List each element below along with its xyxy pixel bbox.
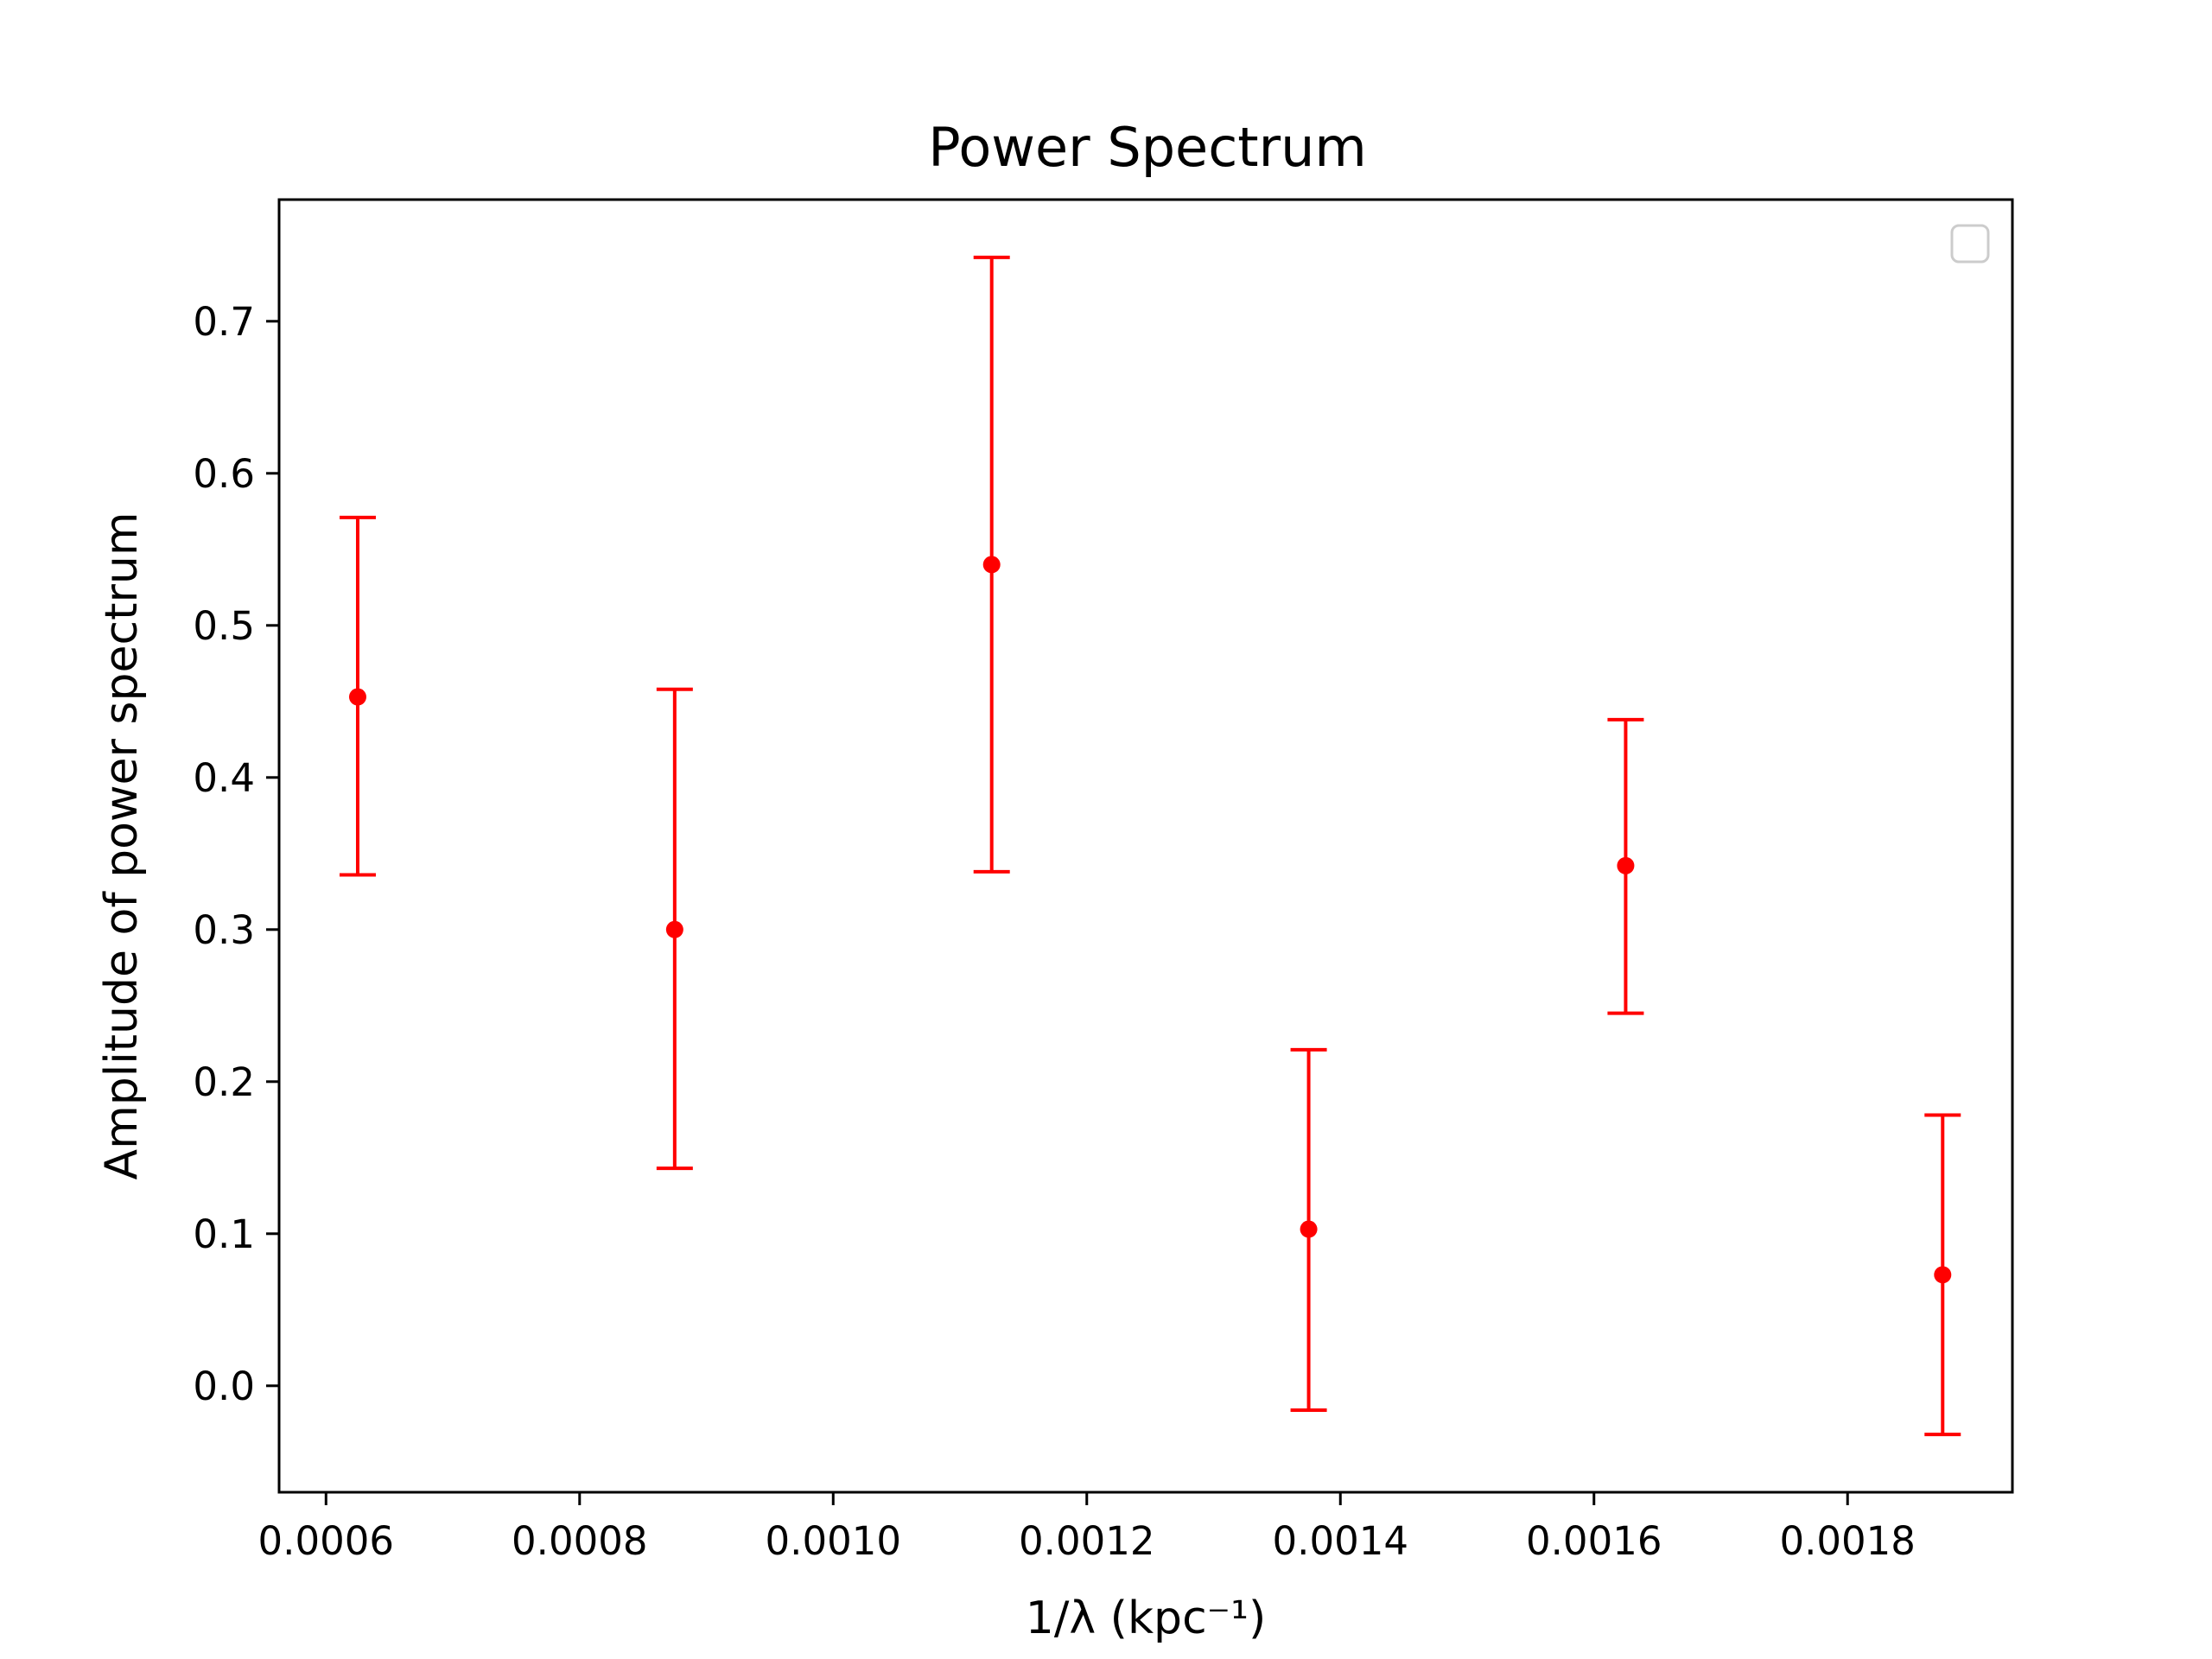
y-tick-label: 0.6 xyxy=(193,451,255,497)
data-point xyxy=(982,556,1001,574)
x-axis-ticks: 0.0006 0.0008 0.0010 0.0012 0.0014 0.0016 0.00… xyxy=(258,1492,1916,1564)
x-tick-label: 0.0006 xyxy=(258,1518,394,1564)
x-axis-label: 1/λ (kpc⁻¹) xyxy=(1026,1592,1266,1644)
empty-legend-box xyxy=(1950,224,1990,264)
y-tick-label: 0.1 xyxy=(193,1211,255,1257)
x-tick-label: 0.0012 xyxy=(1019,1518,1154,1564)
x-tick-label: 0.0010 xyxy=(766,1518,901,1564)
chart-title: Power Spectrum xyxy=(928,116,1367,179)
y-axis-label: Amplitude of power spectrum xyxy=(96,512,148,1180)
x-tick-label: 0.0016 xyxy=(1526,1518,1662,1564)
y-tick-label: 0.2 xyxy=(193,1059,255,1105)
y-tick-label: 0.4 xyxy=(193,755,255,801)
y-tick-label: 0.7 xyxy=(193,299,255,345)
y-tick-label: 0.0 xyxy=(193,1363,255,1409)
y-tick-label: 0.3 xyxy=(193,907,255,953)
error-bar-series xyxy=(339,255,1961,1437)
x-tick-label: 0.0018 xyxy=(1779,1518,1915,1564)
data-point xyxy=(1934,1266,1952,1284)
x-tick-label: 0.0008 xyxy=(512,1518,647,1564)
y-axis-ticks: 0.0 0.1 0.2 0.3 0.4 0.5 0.6 0.7 xyxy=(193,299,279,1409)
plot-area-frame xyxy=(277,198,2014,1494)
data-point xyxy=(665,920,683,938)
data-point xyxy=(348,688,366,706)
y-tick-label: 0.5 xyxy=(193,603,255,649)
data-point xyxy=(1617,856,1635,874)
data-point xyxy=(1300,1220,1318,1238)
x-tick-label: 0.0014 xyxy=(1273,1518,1408,1564)
